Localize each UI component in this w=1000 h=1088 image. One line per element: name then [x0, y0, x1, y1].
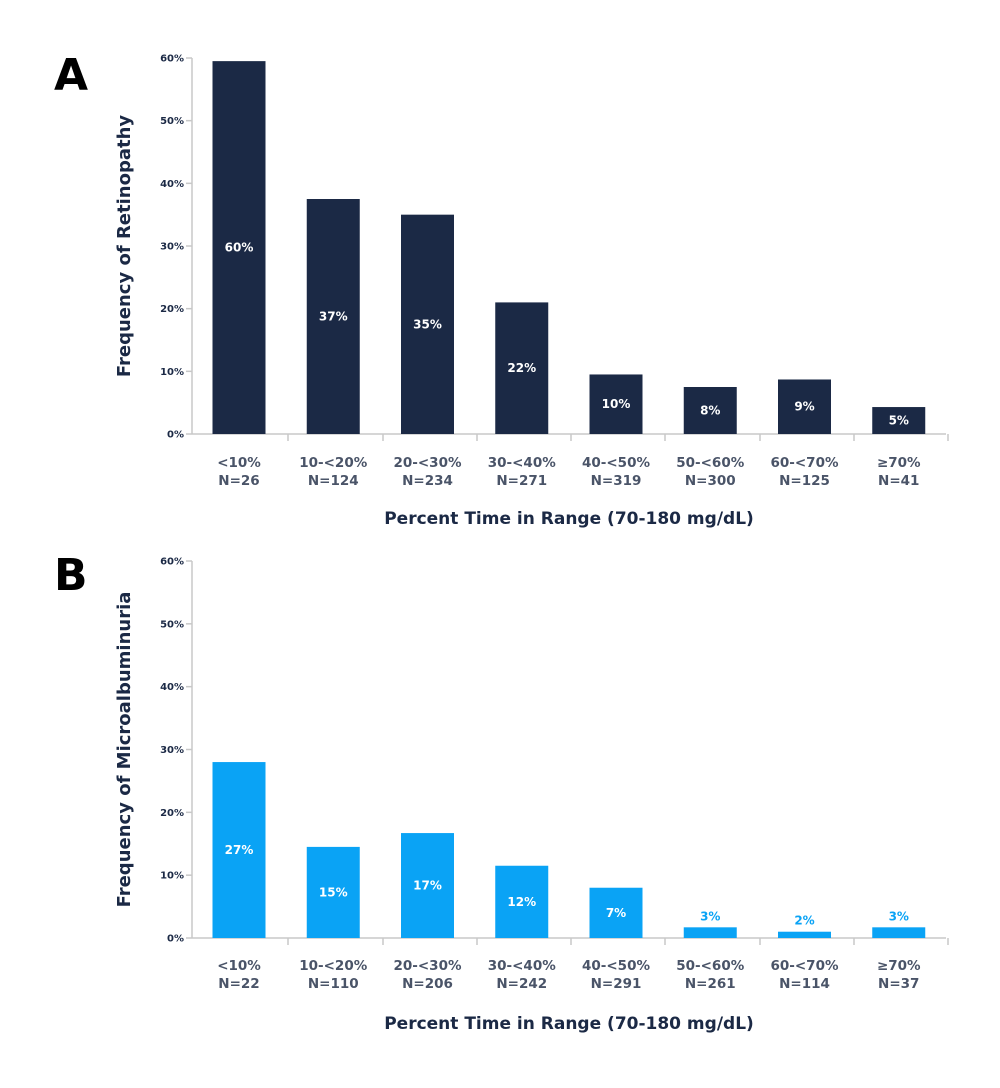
bar-value-label: 15% [319, 885, 348, 899]
x-n-label: N=37 [878, 976, 919, 992]
x-category-label: 40-<50% [582, 455, 650, 471]
bar-value-label: 2% [794, 914, 814, 928]
x-n-label: N=206 [402, 976, 453, 992]
x-category-label: ≥70% [877, 455, 921, 471]
y-tick-label: 60% [160, 557, 184, 568]
y-tick-label: 20% [160, 304, 184, 315]
bar-a-1 [212, 61, 266, 435]
bar-a-5 [589, 374, 643, 434]
x-n-label: N=22 [218, 976, 259, 992]
x-category-label: 20-<30% [393, 958, 461, 974]
bar-value-label: 3% [889, 909, 909, 923]
x-n-label: N=124 [308, 473, 359, 489]
bar-value-label: 5% [889, 414, 909, 428]
y-tick-label: 40% [160, 682, 184, 693]
y-tick-label: 60% [160, 54, 184, 65]
bar-value-label: 8% [700, 404, 720, 418]
y-tick-label: 40% [160, 179, 184, 190]
x-n-label: N=242 [496, 976, 547, 992]
x-n-label: N=261 [685, 976, 736, 992]
bar-value-label: 9% [794, 400, 814, 414]
x-n-label: N=291 [591, 976, 642, 992]
x-category-label: ≥70% [877, 958, 921, 974]
bar-a-8 [872, 407, 926, 434]
bar-value-label: 37% [319, 310, 348, 324]
y-tick-label: 50% [160, 619, 184, 630]
x-axis-title: Percent Time in Range (70-180 mg/dL) [384, 509, 754, 529]
bar-b-3 [401, 833, 454, 938]
y-tick-label: 0% [167, 430, 184, 441]
bar-b-1 [212, 762, 266, 938]
chart-panel-a: A 0% 10% 20% 30% 40% 50% 60% 60% <10% N=26 37% 10-<2… [54, 50, 949, 529]
x-category-label: 50-<60% [676, 958, 744, 974]
bar-b-4 [495, 865, 549, 938]
x-n-label: N=114 [779, 976, 830, 992]
bar-value-label: 27% [225, 843, 254, 857]
y-tick-label: 20% [160, 808, 184, 819]
bar-value-label: 22% [507, 361, 536, 375]
y-tick-label: 10% [160, 871, 184, 882]
y-tick-label: 0% [167, 934, 184, 945]
x-n-label: N=110 [308, 976, 359, 992]
bar-value-label: 60% [225, 241, 254, 255]
x-axis-title: Percent Time in Range (70-180 mg/dL) [384, 1014, 754, 1034]
bar-a-2 [306, 199, 360, 434]
x-n-label: N=125 [779, 473, 830, 489]
x-category-label: 60-<70% [770, 455, 838, 471]
x-category-label: 50-<60% [676, 455, 744, 471]
bar-value-label: 12% [507, 895, 536, 909]
bar-a-6 [683, 387, 737, 434]
y-tick-label: 10% [160, 367, 184, 378]
bar-b-5 [589, 887, 643, 938]
bar-a-7 [778, 379, 831, 434]
y-axis-title: Frequency of Retinopathy [114, 115, 135, 378]
x-n-label: N=300 [685, 473, 736, 489]
x-category-label: 10-<20% [299, 958, 367, 974]
panel-letter: B [54, 550, 88, 601]
panel-letter: A [54, 50, 88, 101]
x-n-label: N=26 [218, 473, 259, 489]
x-category-label: 30-<40% [488, 455, 556, 471]
x-category-label: 20-<30% [393, 455, 461, 471]
x-category-label: <10% [217, 455, 261, 471]
y-tick-label: 30% [160, 745, 184, 756]
x-category-label: <10% [217, 958, 261, 974]
bar-value-label: 7% [606, 906, 626, 920]
x-n-label: N=319 [591, 473, 642, 489]
bar-a-3 [401, 214, 454, 434]
bar-value-label: 17% [413, 879, 442, 893]
bar-b-8 [872, 927, 926, 938]
x-category-label: 40-<50% [582, 958, 650, 974]
x-category-label: 60-<70% [770, 958, 838, 974]
x-category-label: 30-<40% [488, 958, 556, 974]
x-n-label: N=234 [402, 473, 453, 489]
bar-b-2 [306, 846, 360, 938]
bar-a-4 [495, 302, 549, 434]
y-tick-label: 30% [160, 242, 184, 253]
y-tick-label: 50% [160, 116, 184, 127]
bar-b-6 [683, 927, 737, 938]
y-axis-title: Frequency of Microalbuminuria [114, 592, 135, 908]
x-n-label: N=41 [878, 473, 919, 489]
bar-b-7 [778, 931, 831, 938]
bar-value-label: 3% [700, 909, 720, 923]
bar-value-label: 35% [413, 317, 442, 331]
bar-value-label: 10% [602, 397, 631, 411]
x-category-label: 10-<20% [299, 455, 367, 471]
chart-panel-b: B 0% 10% 20% 30% 40% 50% 60% 27% <10% N=22 15% 10-<2… [54, 550, 949, 1034]
x-n-label: N=271 [496, 473, 547, 489]
